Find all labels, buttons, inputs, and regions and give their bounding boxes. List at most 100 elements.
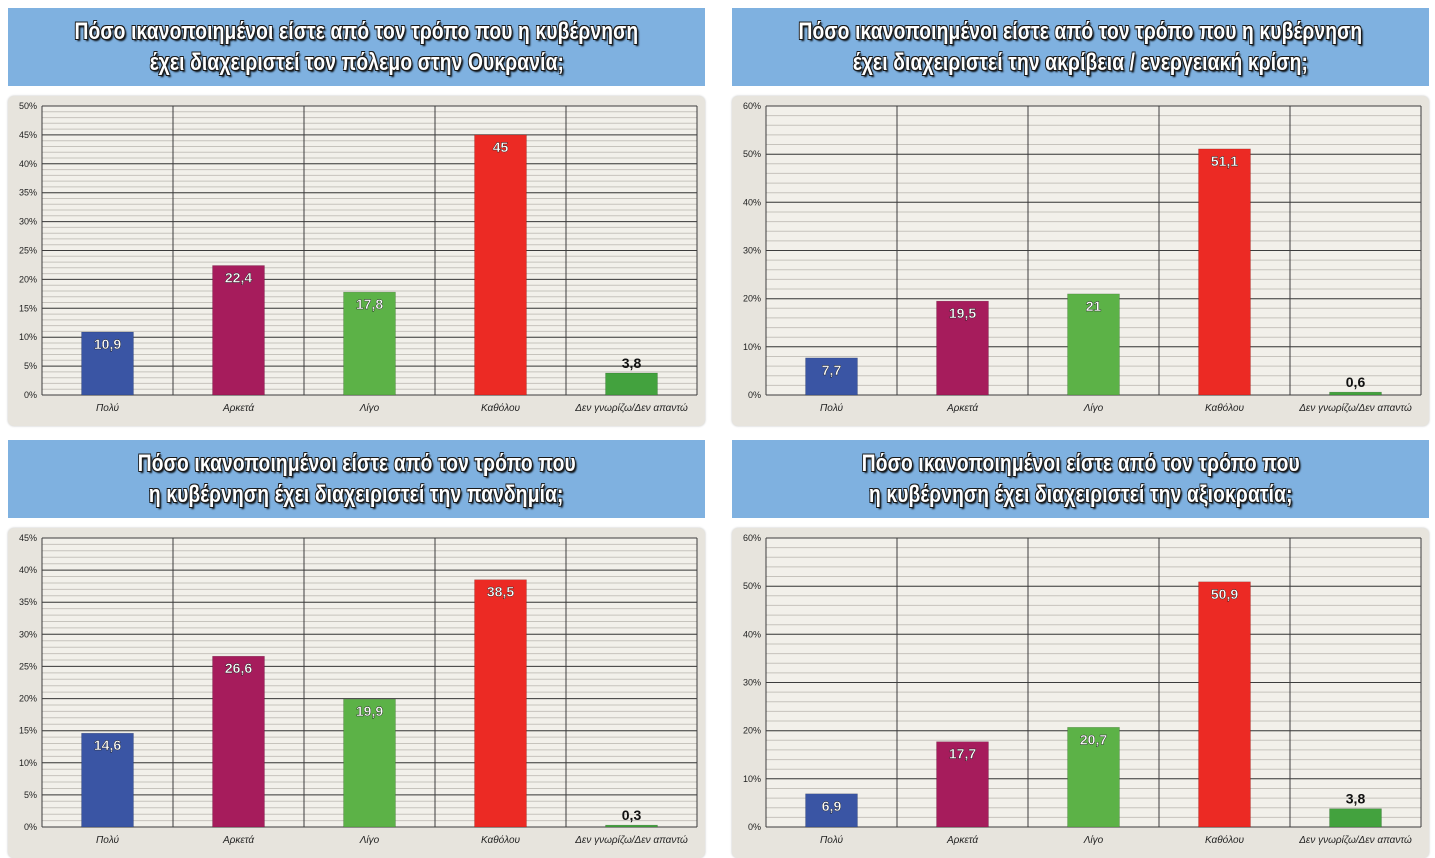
data-label: 6,9 [822, 798, 842, 814]
chart-title-banner: Πόσο ικανοποιημένοι είστε από τον τρόπο … [732, 8, 1429, 86]
chart-title-line-2: έχει διαχειριστεί τον πόλεμο στην Ουκραν… [149, 49, 564, 76]
x-category-label: Πολύ [96, 834, 119, 846]
y-tick-label: 40% [743, 629, 761, 639]
x-category-label: Δεν γνωρίζω/Δεν απαντώ [1298, 834, 1412, 846]
y-tick-label: 15% [19, 303, 37, 313]
data-label: 3,8 [1346, 791, 1366, 807]
data-label: 7,7 [822, 362, 842, 378]
y-tick-label: 10% [743, 774, 761, 784]
bar-chart-svg: 0% 5% 10% 15% 20% 25% 30% 35% 40% 45% 14,6 Πολύ 26,6… [19, 533, 698, 846]
bar [212, 655, 265, 828]
chart-title-banner: Πόσο ικανοποιημένοι είστε από τον τρόπο … [8, 8, 705, 86]
bar-chart-svg: 0% 5% 10% 15% 20% 25% 30% 35% 40% 45% 50% 10,9 Πολύ 2… [19, 101, 698, 414]
data-label: 19,5 [949, 305, 976, 321]
bar [805, 793, 858, 828]
x-category-label: Λίγο [359, 402, 380, 414]
y-tick-label: 5% [24, 361, 37, 371]
chart-title-banner: Πόσο ικανοποιημένοι είστε από τον τρόπο … [732, 440, 1429, 518]
y-tick-label: 50% [743, 149, 761, 159]
y-tick-label: 0% [748, 390, 761, 400]
y-tick-label: 30% [19, 217, 37, 227]
y-tick-label: 45% [19, 130, 37, 140]
y-tick-label: 10% [19, 758, 37, 768]
data-label: 0,3 [622, 807, 642, 823]
bar [805, 357, 858, 396]
bar [1067, 727, 1120, 828]
x-category-label: Καθόλου [1205, 402, 1245, 414]
bar [605, 372, 658, 396]
chart-title-line-2: η κυβέρνηση έχει διαχειριστεί την αξιοκρ… [868, 481, 1293, 508]
y-tick-label: 20% [19, 274, 37, 284]
bar [343, 291, 396, 396]
x-category-label: Δεν γνωρίζω/Δεν απαντώ [574, 402, 688, 414]
chart-area: 0% 5% 10% 15% 20% 25% 30% 35% 40% 45% 14,6 Πολύ 26,6… [8, 528, 705, 858]
chart-panel-pandemic: Πόσο ικανοποιημένοι είστε από τον τρόπο … [8, 440, 705, 858]
x-category-label: Πολύ [820, 402, 843, 414]
data-label: 0,6 [1346, 374, 1366, 390]
bar [1067, 293, 1120, 396]
y-tick-label: 10% [19, 332, 37, 342]
x-category-label: Καθόλου [481, 402, 521, 414]
chart-title-line-1: Πόσο ικανοποιημένοι είστε από τον τρόπο … [137, 450, 576, 477]
y-tick-label: 45% [19, 533, 37, 543]
bar [936, 300, 989, 396]
y-tick-label: 20% [743, 726, 761, 736]
x-category-label: Καθόλου [481, 834, 521, 846]
data-label: 38,5 [487, 584, 514, 600]
data-label: 19,9 [356, 703, 383, 719]
chart-area: 0% 10% 20% 30% 40% 50% 60% 6,9 Πολύ 17,7 Αρκετά 20,… [732, 528, 1429, 858]
chart-title-line-2: η κυβέρνηση έχει διαχειριστεί την πανδημ… [149, 481, 564, 508]
data-label: 51,1 [1211, 153, 1238, 169]
bar [1329, 391, 1382, 396]
chart-title-line-1: Πόσο ικανοποιημένοι είστε από τον τρόπο … [798, 18, 1363, 45]
x-category-label: Αρκετά [222, 834, 254, 846]
y-tick-label: 40% [19, 159, 37, 169]
data-label: 20,7 [1080, 731, 1107, 747]
chart-title-banner: Πόσο ικανοποιημένοι είστε από τον τρόπο … [8, 440, 705, 518]
data-label: 45 [493, 139, 509, 155]
chart-area: 0% 5% 10% 15% 20% 25% 30% 35% 40% 45% 50% 10,9 Πολύ 2… [8, 96, 705, 426]
chart-area: 0% 10% 20% 30% 40% 50% 60% 7,7 Πολύ 19,5 Αρκετά 21 Λ… [732, 96, 1429, 426]
x-category-label: Αρκετά [946, 834, 978, 846]
x-category-label: Πολύ [96, 402, 119, 414]
y-tick-label: 35% [19, 597, 37, 607]
bar-chart-svg: 0% 10% 20% 30% 40% 50% 60% 6,9 Πολύ 17,7 Αρκετά 20,… [743, 533, 1422, 846]
x-category-label: Λίγο [1083, 834, 1104, 846]
chart-panel-meritocracy: Πόσο ικανοποιημένοι είστε από τον τρόπο … [732, 440, 1429, 858]
data-label: 50,9 [1211, 586, 1238, 602]
y-tick-label: 60% [743, 101, 761, 111]
y-tick-label: 50% [743, 581, 761, 591]
data-label: 14,6 [94, 737, 121, 753]
chart-panel-ukraine-war: Πόσο ικανοποιημένοι είστε από τον τρόπο … [8, 8, 705, 426]
y-tick-label: 20% [19, 694, 37, 704]
data-label: 22,4 [225, 270, 252, 286]
x-category-label: Λίγο [1083, 402, 1104, 414]
bar-chart-svg: 0% 10% 20% 30% 40% 50% 60% 7,7 Πολύ 19,5 Αρκετά 21 Λ… [743, 101, 1422, 414]
x-category-label: Πολύ [820, 834, 843, 846]
y-tick-label: 30% [743, 246, 761, 256]
data-label: 3,8 [622, 355, 642, 371]
data-label: 17,8 [356, 296, 383, 312]
y-tick-label: 5% [24, 790, 37, 800]
y-tick-label: 50% [19, 101, 37, 111]
data-label: 17,7 [949, 746, 976, 762]
bar [474, 579, 527, 828]
y-tick-label: 0% [24, 390, 37, 400]
x-category-label: Δεν γνωρίζω/Δεν απαντώ [1298, 402, 1412, 414]
chart-title-line-2: έχει διαχειριστεί την ακρίβεια / ενεργει… [852, 49, 1309, 76]
y-tick-label: 40% [743, 197, 761, 207]
y-tick-label: 10% [743, 342, 761, 352]
x-category-label: Αρκετά [946, 402, 978, 414]
bar [1198, 148, 1251, 396]
y-tick-label: 0% [748, 822, 761, 832]
y-tick-label: 60% [743, 533, 761, 543]
chart-title-line-1: Πόσο ικανοποιημένοι είστε από τον τρόπο … [74, 18, 639, 45]
y-tick-label: 40% [19, 565, 37, 575]
bar [936, 741, 989, 828]
bar [474, 134, 527, 396]
bar [212, 265, 265, 396]
x-category-label: Καθόλου [1205, 834, 1245, 846]
data-label: 26,6 [225, 660, 252, 676]
y-tick-label: 15% [19, 726, 37, 736]
